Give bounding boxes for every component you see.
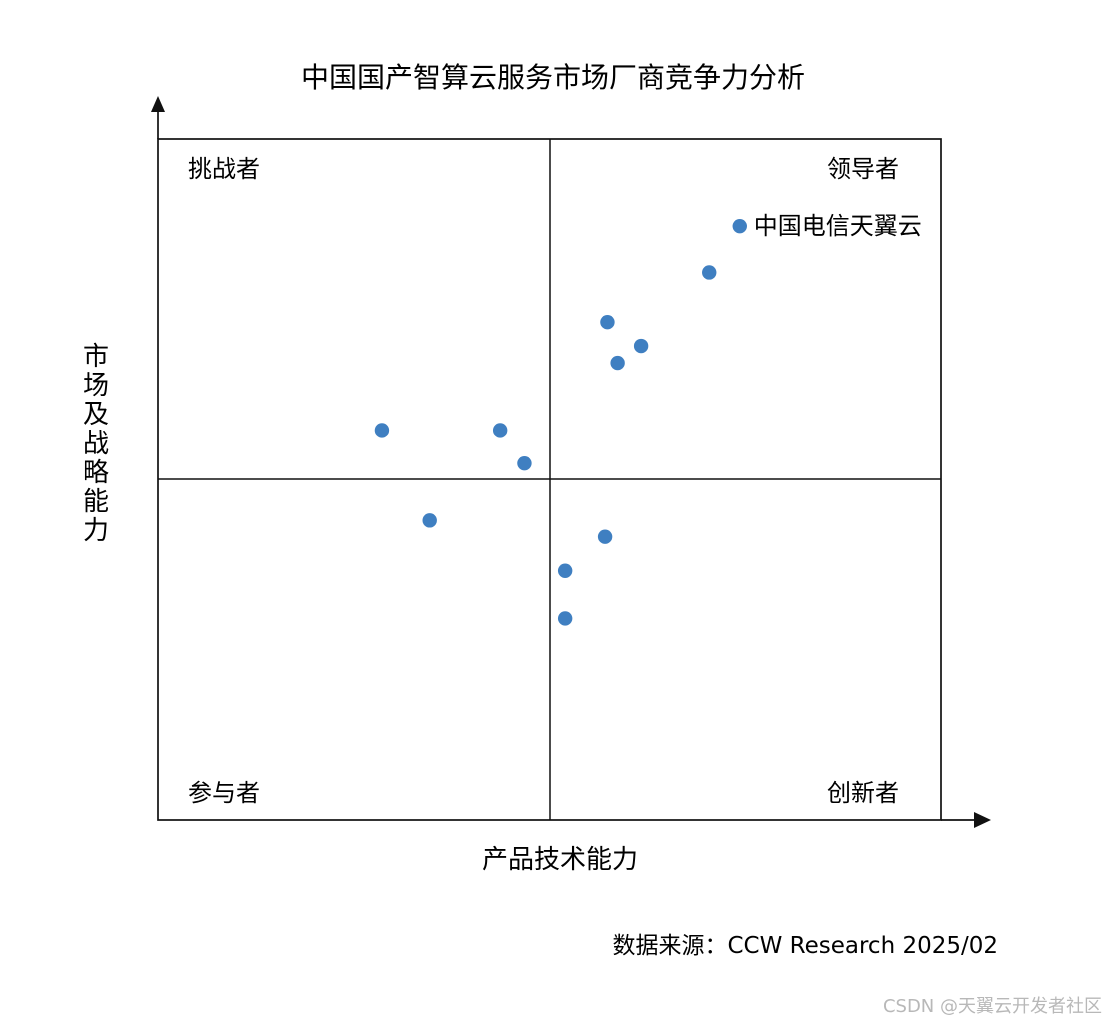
- scatter-points: [374, 218, 747, 626]
- quadrant-top-left-label: 挑战者: [188, 155, 260, 183]
- scatter-point: [610, 355, 625, 371]
- quadrant-bottom-right-label: 创新者: [827, 779, 899, 807]
- chart-title: 中国国产智算云服务市场厂商竞争力分析: [301, 61, 805, 94]
- scatter-point: [492, 423, 508, 438]
- scatter-point: [557, 611, 573, 626]
- scatter-point: [633, 338, 649, 354]
- x-axis-arrow-icon: [974, 812, 991, 828]
- y-axis-label: 市场及战略能力: [83, 342, 109, 546]
- quadrant-top-right-label: 领导者: [827, 155, 899, 183]
- point-label: 中国电信天翼云: [754, 212, 922, 240]
- scatter-point: [600, 314, 615, 330]
- scatter-point-labels: 中国电信天翼云: [754, 212, 922, 240]
- plot-frame: [157, 138, 942, 821]
- quadrant-bottom-left-label: 参与者: [188, 779, 260, 807]
- scatter-point: [557, 563, 573, 578]
- axes: [151, 96, 991, 828]
- x-axis-label: 产品技术能力: [482, 845, 638, 875]
- scatter-point: [732, 218, 747, 234]
- scatter-point: [374, 423, 390, 438]
- scatter-point: [702, 265, 717, 280]
- scatter-point: [597, 529, 613, 544]
- y-axis-arrow-icon: [151, 96, 165, 112]
- source-note: 数据来源：CCW Research 2025/02: [612, 933, 998, 959]
- scatter-point: [517, 455, 532, 471]
- scatter-point: [422, 513, 437, 528]
- watermark-text: CSDN @天翼云开发者社区: [883, 996, 1102, 1017]
